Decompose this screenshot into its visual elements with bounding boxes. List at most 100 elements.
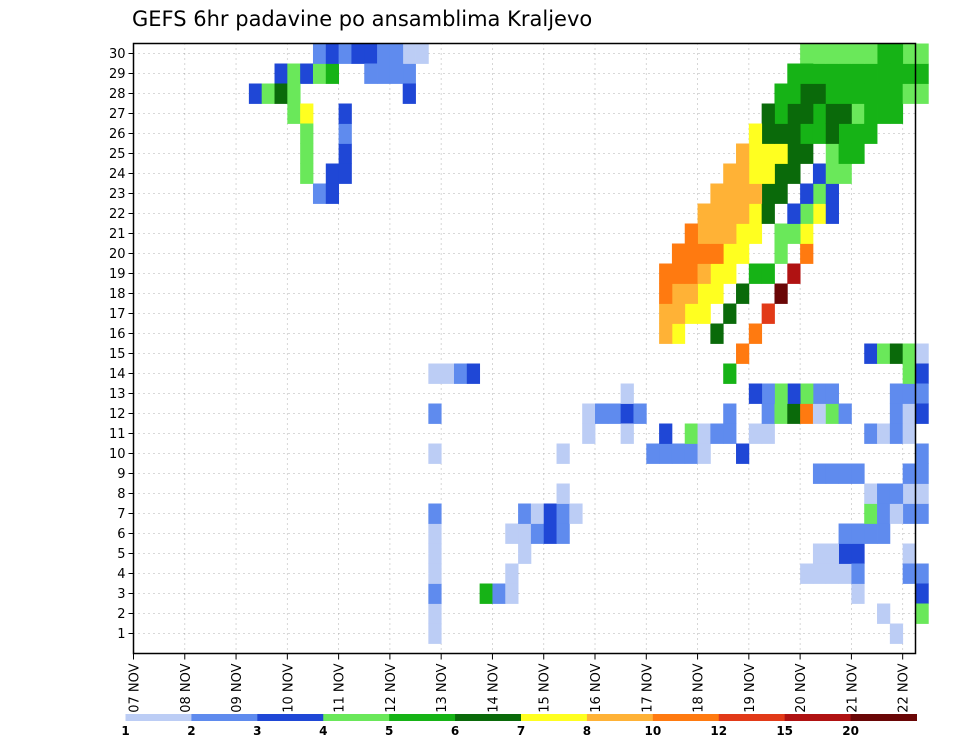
heatmap-cell — [915, 503, 929, 524]
heatmap-cell — [889, 483, 904, 504]
heatmap-cell — [787, 143, 801, 164]
y-axis-ticks: 1234567891011121314151617181920212223242… — [109, 47, 134, 642]
x-tick-label: 12 NOV — [384, 663, 399, 712]
heatmap-cell — [838, 403, 852, 424]
heatmap-cell — [774, 403, 788, 424]
legend-swatch — [125, 714, 192, 721]
y-tick-label: 8 — [117, 487, 125, 502]
heatmap-cell — [582, 423, 596, 444]
legend-tick-label: 4 — [319, 724, 327, 738]
x-tick-label: 10 NOV — [281, 663, 296, 712]
heatmap-cell — [377, 43, 391, 64]
heatmap-cells — [248, 43, 929, 644]
heatmap-cell — [902, 543, 916, 564]
heatmap-cell — [889, 423, 904, 444]
heatmap-cell — [812, 123, 827, 144]
heatmap-cell — [428, 403, 442, 424]
heatmap-cell — [787, 203, 801, 224]
heatmap-cell — [787, 103, 801, 124]
heatmap-cell — [736, 223, 750, 244]
heatmap-cell — [402, 83, 416, 104]
heatmap-cell — [261, 83, 275, 104]
heatmap-cell — [877, 343, 891, 364]
heatmap-cell — [761, 303, 775, 324]
heatmap-cell — [774, 223, 788, 244]
heatmap-cell — [428, 623, 442, 644]
heatmap-cell — [800, 403, 814, 424]
heatmap-cell — [851, 43, 865, 64]
heatmap-cell — [710, 323, 724, 344]
heatmap-cell — [800, 143, 814, 164]
heatmap-cell — [300, 63, 314, 84]
legend-swatch — [257, 714, 324, 721]
heatmap-cell — [312, 183, 327, 204]
heatmap-cell — [774, 143, 788, 164]
y-tick-label: 29 — [109, 67, 126, 82]
heatmap-cell — [556, 503, 570, 524]
heatmap-cell — [800, 383, 814, 404]
heatmap-cell — [556, 523, 570, 544]
heatmap-cell — [710, 243, 724, 264]
heatmap-cell — [518, 523, 532, 544]
grid — [133, 43, 916, 654]
heatmap-cell — [864, 83, 878, 104]
y-tick-label: 2 — [117, 607, 125, 622]
heatmap-cell — [312, 43, 327, 64]
x-tick-label: 17 NOV — [640, 663, 655, 712]
heatmap-cell — [671, 323, 686, 344]
heatmap-cell — [838, 163, 852, 184]
heatmap-cell — [428, 443, 442, 464]
heatmap-cell — [697, 443, 711, 464]
heatmap-cell — [505, 563, 519, 584]
y-tick-label: 26 — [109, 127, 126, 142]
heatmap-cell — [800, 203, 814, 224]
heatmap-cell — [825, 103, 839, 124]
heatmap-cell — [710, 203, 724, 224]
y-tick-label: 6 — [117, 527, 125, 542]
heatmap-cell — [851, 143, 865, 164]
heatmap-cell — [838, 463, 852, 484]
heatmap-cell — [748, 423, 763, 444]
heatmap-cell — [761, 383, 775, 404]
heatmap-cell — [761, 183, 775, 204]
x-tick-label: 09 NOV — [230, 663, 245, 712]
heatmap-cell — [748, 263, 763, 284]
heatmap-cell — [723, 203, 737, 224]
heatmap-cell — [812, 403, 827, 424]
heatmap-cell — [466, 363, 481, 384]
heatmap-cell — [428, 603, 442, 624]
heatmap-cell — [633, 403, 647, 424]
heatmap-cell — [492, 583, 506, 604]
heatmap-cell — [748, 323, 763, 344]
heatmap-cell — [889, 343, 904, 364]
y-tick-label: 5 — [117, 547, 125, 562]
heatmap-cell — [620, 403, 634, 424]
heatmap-cell — [697, 423, 711, 444]
heatmap-cell — [453, 363, 468, 384]
heatmap-cell — [774, 243, 788, 264]
x-tick-label: 13 NOV — [435, 663, 450, 712]
heatmap-cell — [761, 263, 775, 284]
y-tick-label: 11 — [109, 427, 126, 442]
legend-swatch — [455, 714, 522, 721]
heatmap-cell — [428, 503, 442, 524]
heatmap-cell — [838, 543, 852, 564]
heatmap-cell — [825, 403, 839, 424]
heatmap-cell — [915, 83, 929, 104]
heatmap-cell — [915, 363, 929, 384]
heatmap-cell — [877, 423, 891, 444]
heatmap-cell — [864, 523, 878, 544]
heatmap-cell — [620, 423, 634, 444]
heatmap-cell — [659, 443, 673, 464]
heatmap-cell — [441, 363, 455, 384]
heatmap-cell — [915, 463, 929, 484]
heatmap-cell — [915, 583, 929, 604]
heatmap-cell — [774, 123, 788, 144]
y-tick-label: 18 — [109, 287, 126, 302]
y-tick-label: 22 — [109, 207, 126, 222]
heatmap-cell — [889, 503, 904, 524]
heatmap-cell — [505, 523, 519, 544]
x-tick-label: 20 NOV — [794, 663, 809, 712]
legend-swatch — [521, 714, 588, 721]
